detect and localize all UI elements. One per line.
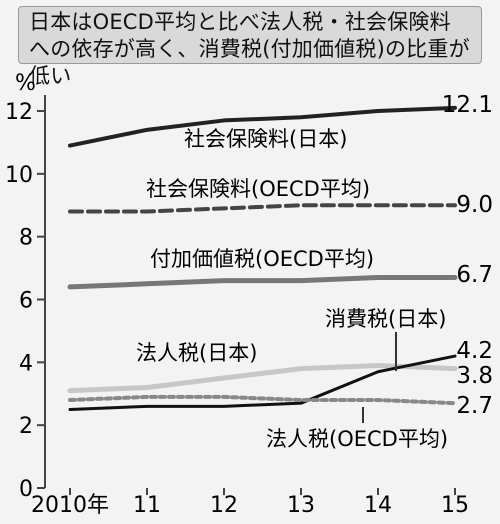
end-value-label: 4.2	[456, 338, 493, 364]
x-tick-label: 15	[441, 493, 469, 518]
end-value-label: 3.8	[456, 363, 493, 389]
x-tick-label: 2010年	[31, 493, 109, 518]
y-axis-unit: %	[15, 71, 36, 96]
series-line	[67, 275, 458, 290]
x-tick-label: 14	[364, 493, 392, 518]
chart-title: 日本はOECD平均と比べ法人税・社会保険料への依存が高く、消費税(付加価値税)の…	[18, 6, 482, 88]
y-tick-label: 4	[19, 351, 33, 376]
y-tick-label: 6	[19, 289, 33, 314]
x-tick-label: 12	[210, 493, 238, 518]
series-layer	[67, 105, 458, 411]
y-tick-label: 8	[19, 226, 33, 251]
axes: % 0 2 4 6 8 10 12 2010年 11 12 13 14 15	[5, 71, 469, 518]
y-tick-label: 10	[5, 163, 33, 188]
series-line	[68, 105, 457, 148]
end-value-label: 9.0	[456, 192, 493, 218]
end-value-label: 6.7	[456, 262, 493, 288]
series-name-label: 社会保険料(OECD平均)	[146, 177, 370, 201]
series-line	[68, 394, 457, 406]
series-line	[67, 362, 458, 394]
end-value-label: 2.7	[456, 393, 493, 419]
series-line	[68, 354, 457, 411]
end-value-label: 12.1	[442, 92, 493, 118]
y-tick-label: 12	[5, 100, 33, 125]
series-line	[68, 203, 457, 214]
series-name-label: 消費税(日本)	[325, 307, 446, 331]
series-name-label: 社会保険料(日本)	[184, 127, 347, 151]
series-name-label: 付加価値税(OECD平均)	[150, 247, 374, 271]
y-tick-label: 2	[19, 414, 33, 439]
x-tick-label: 13	[287, 493, 315, 518]
series-name-label: 法人税(OECD平均)	[266, 427, 448, 451]
y-tick-label: 0	[19, 477, 33, 502]
labels-layer: 12.1 9.0 6.7 3.84.2 2.7 社会保険料(日本) 社会保険料(OECD平均…	[136, 92, 493, 451]
x-tick-label: 11	[133, 493, 161, 518]
series-name-label: 法人税(日本)	[136, 341, 257, 365]
